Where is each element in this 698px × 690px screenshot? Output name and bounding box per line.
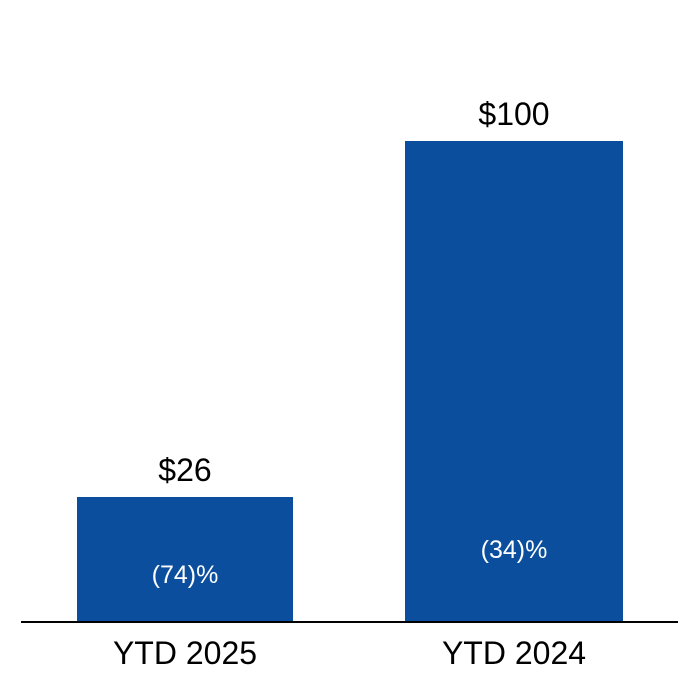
percent-change-label-ytd-2025: (74)% xyxy=(151,561,219,589)
axis-label-ytd-2024: YTD 2024 xyxy=(441,635,587,671)
axis-label-ytd-2025: YTD 2025 xyxy=(112,635,258,671)
value-label-ytd-2025: $26 xyxy=(158,452,212,488)
bar-ytd-2025: (74)% xyxy=(77,497,293,621)
bar-ytd-2024: (34)% xyxy=(405,141,623,621)
value-label-ytd-2024: $100 xyxy=(478,96,550,132)
percent-change-label-ytd-2024: (34)% xyxy=(480,536,548,564)
x-axis-line xyxy=(21,621,678,623)
